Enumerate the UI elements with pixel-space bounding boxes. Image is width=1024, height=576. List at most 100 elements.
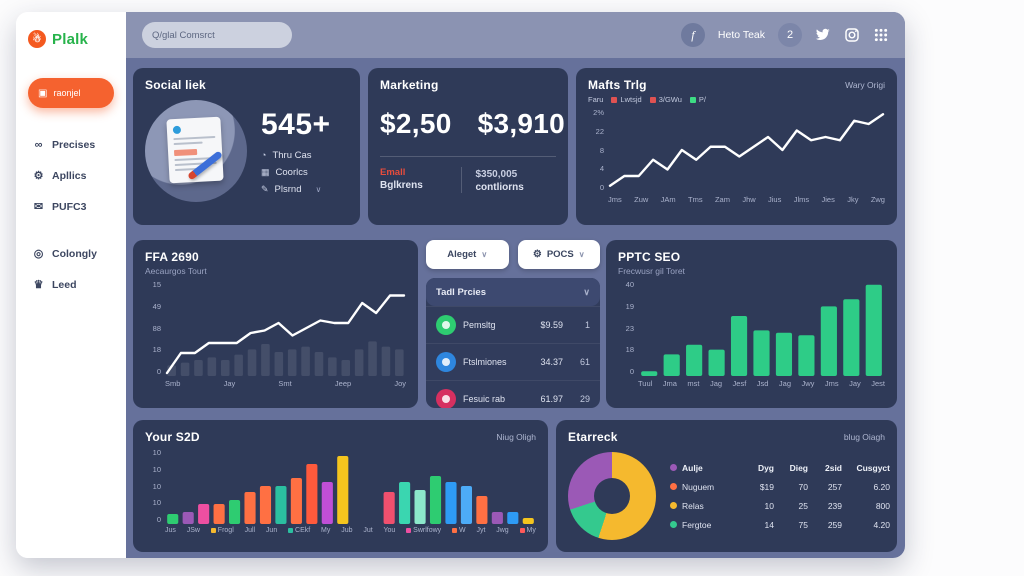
x-tick: Jay (223, 379, 236, 388)
y-tick: 8 (599, 145, 604, 155)
sidebar-item-apllics[interactable]: ⚙ Apllics (28, 160, 114, 191)
legend-label: Lwtsjd (620, 95, 642, 104)
tool-row-icon (436, 352, 456, 372)
marketing-card: Marketing $2,50 $3,910 Emall Bglkrens $3… (368, 68, 568, 225)
tools-rows: Pemsltg $9.59 1 Ftslmiones 34.37 61 Fesuic rab… (426, 306, 600, 408)
social-card-title: Social liek (145, 78, 206, 92)
chevron-down-icon: ∨ (481, 250, 488, 259)
gear-icon: ⚙ (532, 249, 542, 260)
x-tick: Jyt (476, 527, 486, 534)
ffa-subtitle: Aecaurgos Tourt (145, 266, 207, 276)
dashboard-icon: ▣ (38, 87, 48, 99)
social-stat-item[interactable]: ✎ Plsrnd ∨ (261, 184, 331, 195)
sidebar-item-precises[interactable]: ∞ Precises (28, 130, 114, 160)
y-tick: 0 (156, 515, 161, 524)
ffa-chart-card: FFA 2690 Aecaurgos Tourt 15 49 88 18 0 Smb Ja… (133, 240, 418, 408)
chevron-down-icon: ∨ (583, 286, 590, 297)
facebook-avatar-icon[interactable]: f (680, 23, 705, 47)
table-cell: 800 (875, 500, 890, 511)
sidebar-item-label: Apllics (52, 169, 87, 182)
s2d-x-axis: Jus JSw Frogl Jull Jun CEkf My Jub Jut You Swrlfow… (145, 527, 536, 534)
s2d-y-axis: 10 10 10 10 0 (145, 448, 165, 524)
tool-row-name: Ftslmiones (463, 357, 507, 367)
social-stat-label: Coorlcs (275, 166, 308, 178)
table-cell: 4.20 (873, 519, 890, 530)
legend-swatch (519, 528, 525, 533)
y-tick: 15 (152, 280, 161, 289)
tools-panel: Aleget ∨ ⚙ POCS ∨ Tadl Prcies ∨ Pemsltg $… (426, 240, 600, 408)
search-input[interactable] (152, 29, 284, 41)
photo-icon[interactable] (844, 27, 860, 43)
table-header-row: Aulje Dyg Dieg 2sid Cusgyct (670, 458, 890, 477)
topbar-right: f Heto Teak 2 (680, 23, 889, 47)
tool-row-icon (436, 315, 456, 335)
sidebar-item-label: Leed (52, 278, 77, 291)
y-tick: 23 (625, 323, 634, 333)
x-tick: Jun (265, 527, 278, 534)
legend-swatch (649, 96, 656, 103)
table-row[interactable]: Nuguem $19 70 257 6.20 (670, 477, 890, 496)
clock-icon: ◔ (261, 150, 267, 160)
pptc-title: PPTC SEO (618, 250, 681, 264)
logo[interactable]: ☃ Plalk (28, 30, 114, 48)
mafts-corner-label: Wary Origi (845, 80, 885, 90)
tool-row[interactable]: Pemsltg $9.59 1 (426, 306, 600, 343)
x-tick: Jay (849, 379, 861, 388)
nodes-icon: ∞ (34, 139, 43, 151)
sidebar-item-active[interactable]: ▣ raonjel (28, 78, 114, 108)
table-row[interactable]: Fergtoe 14 75 259 4.20 (670, 515, 890, 534)
s2d-title: Your S2D (145, 430, 200, 444)
table-cell: 259 (827, 519, 842, 530)
table-row-name: Nuguem (682, 481, 715, 492)
y-tick: 10 (152, 498, 161, 508)
marketing-foot-left-bottom: Bglkrens (380, 180, 423, 191)
y-tick: 19 (625, 301, 634, 311)
tools-list-header[interactable]: Tadl Prcies ∨ (426, 278, 600, 306)
x-tick: mst (687, 379, 700, 388)
filter-dropdown-2[interactable]: ⚙ POCS ∨ (517, 240, 600, 269)
y-tick: 22 (595, 126, 604, 136)
marketing-foot-right-top: $350,005 (475, 169, 518, 180)
notification-badge[interactable]: 2 (778, 23, 802, 47)
legend-item: 3/GWu (649, 95, 682, 104)
sidebar-item-label: PUFC3 (52, 200, 87, 213)
s2d-bar-chart (165, 448, 536, 524)
etarreck-card: Etarreck blug Oiagh Aulje Dyg Dieg 2sid Cusg… (556, 420, 897, 552)
table-cell: 14 (764, 519, 774, 530)
x-tick: Jwg (496, 527, 509, 534)
legend-dot (670, 483, 677, 490)
apps-grid-icon[interactable] (873, 27, 889, 43)
social-stat-item: ▦ Coorlcs (261, 167, 331, 178)
x-tick: Frogl (210, 527, 234, 534)
twitter-icon[interactable] (815, 27, 831, 43)
table-header-cell: Dyg (757, 462, 774, 473)
tool-row[interactable]: Fesuic rab 61.97 29 (426, 380, 600, 408)
legend-item: Lwtsjd (611, 95, 642, 104)
x-tick: Jsd (756, 379, 769, 388)
sidebar-item-pufc3[interactable]: ✉ PUFC3 (28, 191, 114, 222)
table-cell: 10 (764, 500, 774, 511)
table-cell: 6.20 (873, 481, 890, 492)
y-tick: 0 (629, 367, 634, 376)
x-tick: Tuul (638, 379, 653, 388)
logo-icon: ☃ (28, 30, 46, 48)
sidebar-item-colongly[interactable]: ◎ Colongly (28, 238, 114, 269)
x-tick: Joy (394, 379, 406, 388)
tool-row[interactable]: Ftslmiones 34.37 61 (426, 343, 600, 380)
legend-swatch (210, 528, 216, 533)
x-tick: Jlms (793, 195, 810, 204)
marketing-value-right: $3,910 (477, 108, 566, 139)
filter-dropdown-1[interactable]: Aleget ∨ (426, 240, 509, 269)
sidebar-item-leed[interactable]: ♛ Leed (28, 269, 114, 300)
marketing-foot-right-bottom: contliorns (475, 182, 524, 193)
search-box[interactable] (142, 22, 292, 48)
table-row[interactable]: Relas 10 25 239 800 (670, 496, 890, 515)
legend-dot (670, 502, 677, 509)
mafts-chart-card: Mafts Trlg Wary Origi Faru Lwtsjd 3/GWu P/ … (576, 68, 897, 225)
marketing-foot-left-top: Emall (380, 167, 406, 178)
x-tick: Jus (165, 527, 176, 534)
table-cell: 257 (827, 481, 842, 492)
dropdown-2-label: POCS (546, 249, 574, 260)
pptc-x-axis: Tuul Jma mst Jag Jesf Jsd Jag Jwy Jms Jay Jest (618, 379, 885, 388)
